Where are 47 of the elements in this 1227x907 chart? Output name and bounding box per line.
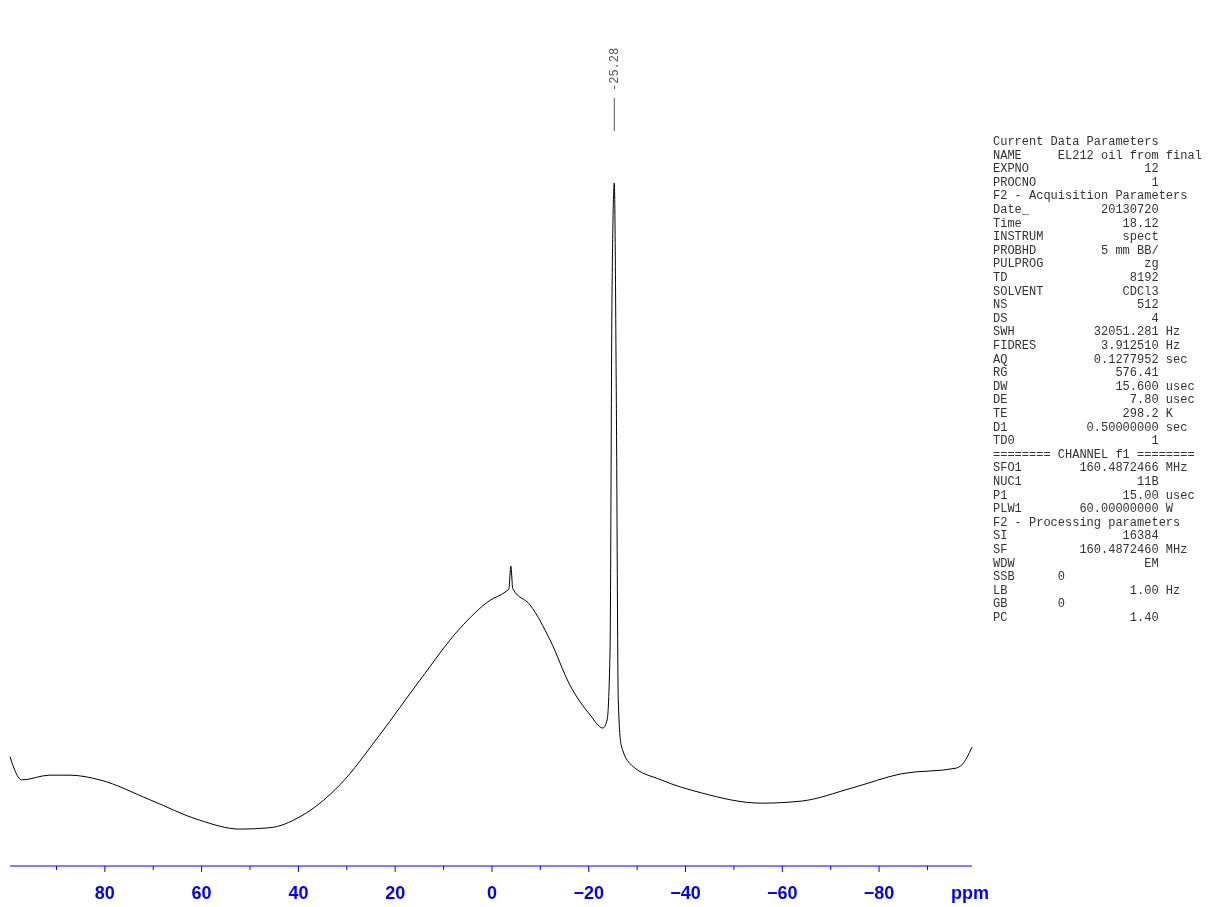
text: F2 - Acquisition Parameters (993, 189, 1188, 204)
x-tick-label: 60 (191, 883, 212, 903)
text: Current Data Parameters (993, 135, 1159, 149)
text: EXPNO 12 (993, 162, 1159, 177)
text: DS 4 (993, 311, 1159, 326)
text: SI 16384 (993, 529, 1159, 544)
text: NS 512 (993, 298, 1159, 313)
text: PROBHD 5 mm BB/ (993, 243, 1159, 258)
x-tick-label: −20 (573, 883, 605, 903)
text: DW 15.600 usec (993, 379, 1195, 394)
x-tick-label: 0 (486, 883, 497, 903)
text: F2 - Processing parameters (993, 515, 1181, 530)
text: TD 8192 (993, 271, 1159, 285)
text: LB 1.00 Hz (993, 583, 1181, 598)
x-tick-label: 20 (385, 883, 406, 903)
text: PC 1.40 (993, 611, 1159, 625)
text: WDW EM (993, 556, 1159, 571)
text: -25.28 (608, 47, 623, 91)
text: TD0 1 (993, 434, 1159, 449)
text: Time 18.12 (993, 216, 1159, 231)
text: P1 15.00 usec (993, 488, 1195, 503)
x-tick-label: −60 (767, 883, 798, 903)
text: PULPROG zg (993, 257, 1159, 272)
x-tick-label: −80 (863, 883, 895, 903)
x-axis-title: ppm (951, 883, 989, 903)
x-tick-label: −40 (670, 883, 701, 903)
text: PROCNO 1 (993, 175, 1159, 190)
text: NUC1 11B (993, 475, 1159, 489)
x-tick-label: 80 (94, 883, 115, 903)
text: TE 298.2 K (993, 407, 1174, 421)
text: D1 0.50000000 sec (993, 420, 1188, 435)
text: Date_ 20130720 (993, 203, 1159, 217)
text: AQ 0.1277952 sec (993, 352, 1188, 367)
text: INSTRUM spect (993, 230, 1159, 245)
text: SWH 32051.281 Hz (993, 325, 1181, 340)
text: SFO1 160.4872466 MHz (993, 461, 1188, 476)
text: SF 160.4872460 MHz (993, 543, 1188, 557)
text: ======== CHANNEL f1 ======== (993, 447, 1195, 462)
text: DE 7.80 usec (993, 393, 1195, 408)
text: PLW1 60.00000000 W (993, 502, 1174, 517)
x-tick-label: 40 (288, 883, 309, 903)
text: SOLVENT CDCl3 (993, 284, 1159, 299)
text: SSB 0 (993, 570, 1066, 585)
text: GB 0 (993, 597, 1066, 612)
text: RG 576.41 (993, 366, 1159, 381)
text: NAME EL212 oil from final (993, 148, 1202, 163)
text: FIDRES 3.912510 Hz (993, 339, 1181, 353)
